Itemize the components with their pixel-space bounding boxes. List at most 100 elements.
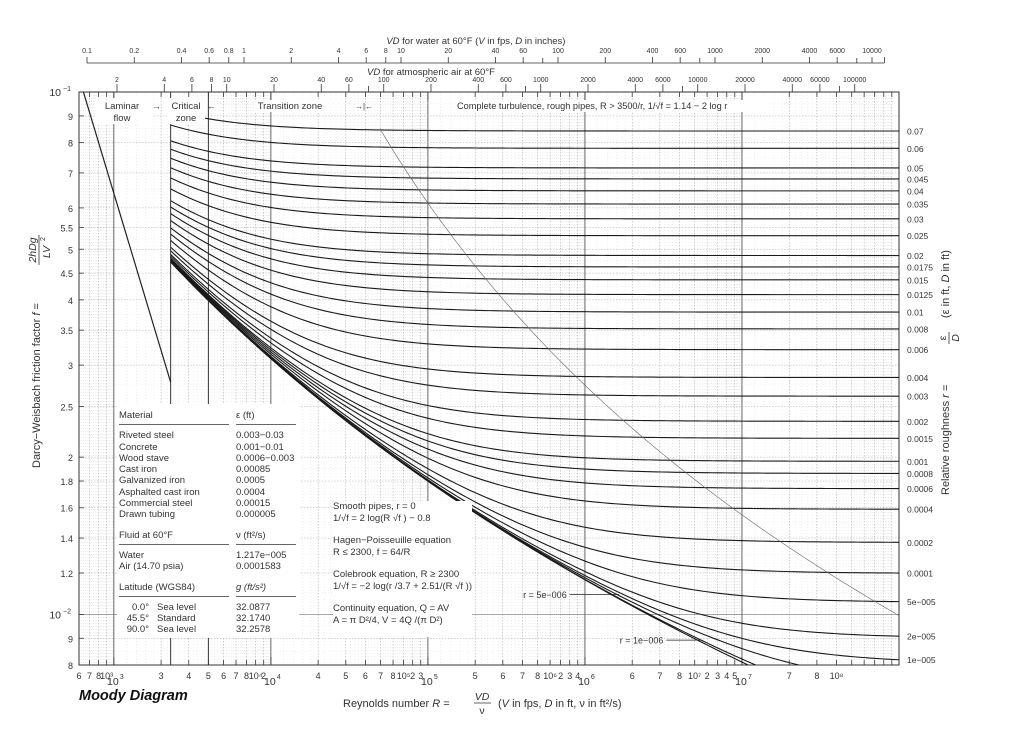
svg-text:8: 8	[244, 671, 249, 681]
roughness-curve	[170, 253, 899, 422]
svg-text:VD for atmospheric air at 60°F: VD for atmospheric air at 60°F	[367, 67, 495, 78]
svg-text:0.0015: 0.0015	[907, 434, 933, 444]
svg-text:0.03: 0.03	[907, 214, 924, 224]
svg-text:6: 6	[630, 671, 635, 681]
svg-text:0.0004: 0.0004	[907, 505, 933, 515]
material-name: Galvanized iron	[119, 475, 186, 487]
gravity-row: 0.0° Sea level 32.0877	[119, 602, 299, 613]
svg-text:0.07: 0.07	[907, 127, 924, 137]
roughness-curve	[170, 213, 899, 281]
svg-text:0.0125: 0.0125	[907, 290, 933, 300]
svg-text:Critical: Critical	[171, 101, 200, 112]
svg-text:7: 7	[520, 671, 525, 681]
svg-text:5.5: 5.5	[60, 224, 73, 234]
svg-text:9: 9	[68, 112, 73, 122]
material-row: Cast iron 0.00085	[119, 464, 299, 475]
roughness-curve	[170, 258, 899, 474]
svg-text:10⁷: 10⁷	[688, 671, 701, 681]
svg-text:0.003: 0.003	[907, 392, 929, 402]
material-roughness: 0.0004	[236, 486, 266, 498]
svg-text:3: 3	[567, 671, 572, 681]
material-row: Galvanized iron 0.0005	[119, 475, 299, 486]
svg-text:1.4: 1.4	[60, 534, 73, 544]
svg-text:600: 600	[500, 77, 512, 84]
svg-text:3.5: 3.5	[60, 326, 73, 336]
svg-text:0.4: 0.4	[177, 48, 187, 55]
material-name: Drawn tubing	[119, 509, 175, 521]
complete-turbulence-boundary	[380, 129, 899, 616]
svg-text:−2: −2	[63, 608, 71, 615]
svg-text:10⁸: 10⁸	[830, 671, 844, 681]
svg-text:10³: 10³	[100, 671, 113, 681]
svg-text:(V in fps, D in ft, ν in ft²/s: (V in fps, D in ft, ν in ft²/s)	[498, 698, 622, 710]
svg-text:4: 4	[277, 674, 281, 681]
svg-text:200: 200	[599, 48, 611, 55]
equation-title: Smooth pipes, r = 0	[333, 501, 416, 512]
svg-text:Relative roughness r =: Relative roughness r =	[940, 385, 952, 495]
svg-text:flow: flow	[114, 113, 131, 124]
roughness-curve	[170, 233, 899, 330]
svg-text:3: 3	[68, 361, 73, 371]
svg-text:10: 10	[49, 87, 61, 99]
gravity-row: 45.5° Standard 32.1740	[119, 613, 299, 624]
equations-box: Smooth pipes, r = 0 1/√f = 2 log(R √f ) −…	[333, 501, 473, 637]
gravity-rows: 0.0° Sea level 32.0877 45.5° Standard 32.1740…	[119, 602, 299, 636]
svg-text:0.2: 0.2	[129, 48, 139, 55]
roughness-curve	[170, 257, 899, 462]
svg-text:0.6: 0.6	[204, 48, 214, 55]
svg-text:0.006: 0.006	[907, 345, 929, 355]
svg-text:60000: 60000	[810, 77, 830, 84]
smooth-pipe-curve	[170, 261, 750, 665]
svg-text:−1: −1	[63, 86, 71, 93]
fluid-name: Air (14.70 psia)	[119, 561, 184, 573]
colebrook-curves	[82, 92, 899, 665]
svg-text:7: 7	[378, 671, 383, 681]
svg-text:400: 400	[647, 48, 659, 55]
svg-text:4: 4	[337, 48, 341, 55]
svg-text:3: 3	[120, 674, 124, 681]
svg-text:(ε in ft, D in ft): (ε in ft, D in ft)	[940, 250, 952, 318]
svg-text:6: 6	[190, 77, 194, 84]
roughness-curve	[170, 259, 899, 490]
svg-text:10000: 10000	[862, 48, 882, 55]
svg-text:0.008: 0.008	[907, 324, 929, 334]
material-row: Drawn tubing 0.000005	[119, 509, 299, 520]
svg-text:1000: 1000	[707, 48, 723, 55]
svg-text:2000: 2000	[580, 77, 596, 84]
svg-text:3: 3	[418, 671, 423, 681]
equation-formula: A = π D²/4, V = 4Q /(π D²)	[333, 615, 443, 626]
svg-text:0.05: 0.05	[907, 163, 924, 173]
equation-block: Hagen−Poisseuille equation R ≤ 2300, f = …	[333, 535, 472, 559]
svg-text:2.5: 2.5	[60, 403, 73, 413]
svg-text:10: 10	[421, 676, 433, 688]
fluid-viscosity: 0.0001583	[236, 561, 281, 573]
svg-text:0.02: 0.02	[907, 251, 924, 261]
roughness-curve	[170, 240, 899, 351]
svg-text:5e−005: 5e−005	[907, 597, 936, 607]
equation-title: Continuity equation, Q = AV	[333, 603, 450, 614]
svg-text:0.0001: 0.0001	[907, 569, 933, 579]
material-name: Concrete	[119, 441, 158, 453]
svg-text:4: 4	[186, 671, 191, 681]
svg-text:7: 7	[748, 674, 752, 681]
svg-text:10: 10	[397, 48, 405, 55]
laminar-line	[82, 92, 172, 383]
fluid-row: Water 1.217e−005	[119, 550, 299, 561]
svg-text:2: 2	[558, 671, 563, 681]
svg-text:0.04: 0.04	[907, 186, 924, 196]
svg-text:0.0006: 0.0006	[907, 484, 933, 494]
material-roughness: 0.003−0.03	[236, 430, 284, 442]
svg-text:0.01: 0.01	[907, 308, 924, 318]
svg-text:0.004: 0.004	[907, 373, 929, 383]
svg-text:2hDg: 2hDg	[27, 237, 39, 263]
roughness-curve	[170, 246, 899, 378]
latitude-value: 0.0°	[131, 601, 149, 613]
svg-text:100: 100	[378, 77, 390, 84]
svg-text:10: 10	[264, 676, 276, 688]
svg-text:20: 20	[444, 48, 452, 55]
svg-text:5: 5	[732, 671, 737, 681]
svg-text:r = 5e−006: r = 5e−006	[523, 590, 567, 600]
material-row: Wood stave 0.0006−0.003	[119, 453, 299, 464]
axis-labels: Darcy−Weisbach friction factor f = 2hDg L…	[27, 235, 962, 717]
